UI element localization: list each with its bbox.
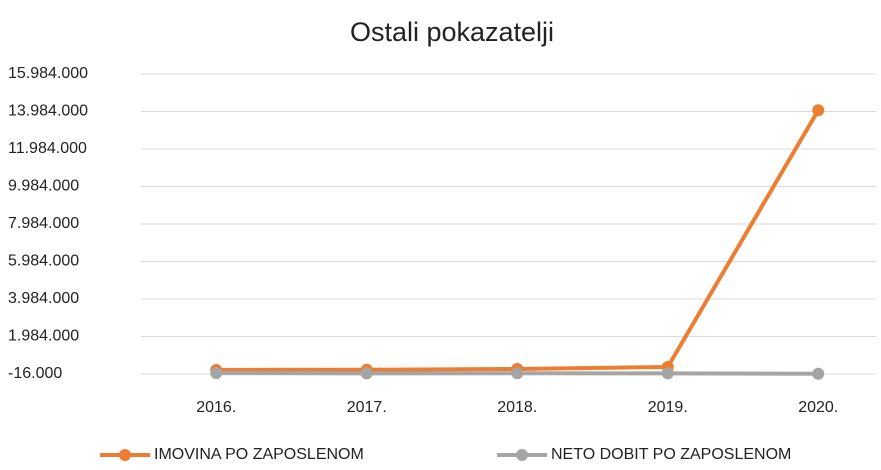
chart-title: Ostali pokazatelji xyxy=(350,17,554,47)
x-tick-label: 2016. xyxy=(196,399,236,416)
data-point xyxy=(210,367,223,380)
data-point xyxy=(812,104,825,117)
x-tick-label: 2020. xyxy=(798,399,838,416)
data-point xyxy=(511,367,524,380)
y-tick-label: 5.984.000 xyxy=(8,253,79,270)
x-tick-label: 2019. xyxy=(648,399,688,416)
y-tick-label: -16.000 xyxy=(8,365,62,382)
y-tick-label: 15.984.000 xyxy=(8,65,88,82)
y-tick-label: 7.984.000 xyxy=(8,215,79,232)
legend-label: IMOVINA PO ZAPOSLENOM xyxy=(154,446,364,463)
data-point xyxy=(812,367,825,380)
data-point xyxy=(360,367,373,380)
x-tick-label: 2018. xyxy=(497,399,537,416)
legend-marker xyxy=(516,449,528,461)
y-tick-label: 1.984.000 xyxy=(8,328,79,345)
y-tick-label: 3.984.000 xyxy=(8,290,79,307)
y-tick-label: 13.984.000 xyxy=(8,103,88,120)
legend-label: NETO DOBIT PO ZAPOSLENOM xyxy=(551,446,791,463)
x-tick-label: 2017. xyxy=(347,399,387,416)
data-point xyxy=(661,367,674,380)
y-tick-label: 9.984.000 xyxy=(8,178,79,195)
legend-marker xyxy=(119,449,131,461)
y-tick-label: 11.984.000 xyxy=(8,140,87,157)
